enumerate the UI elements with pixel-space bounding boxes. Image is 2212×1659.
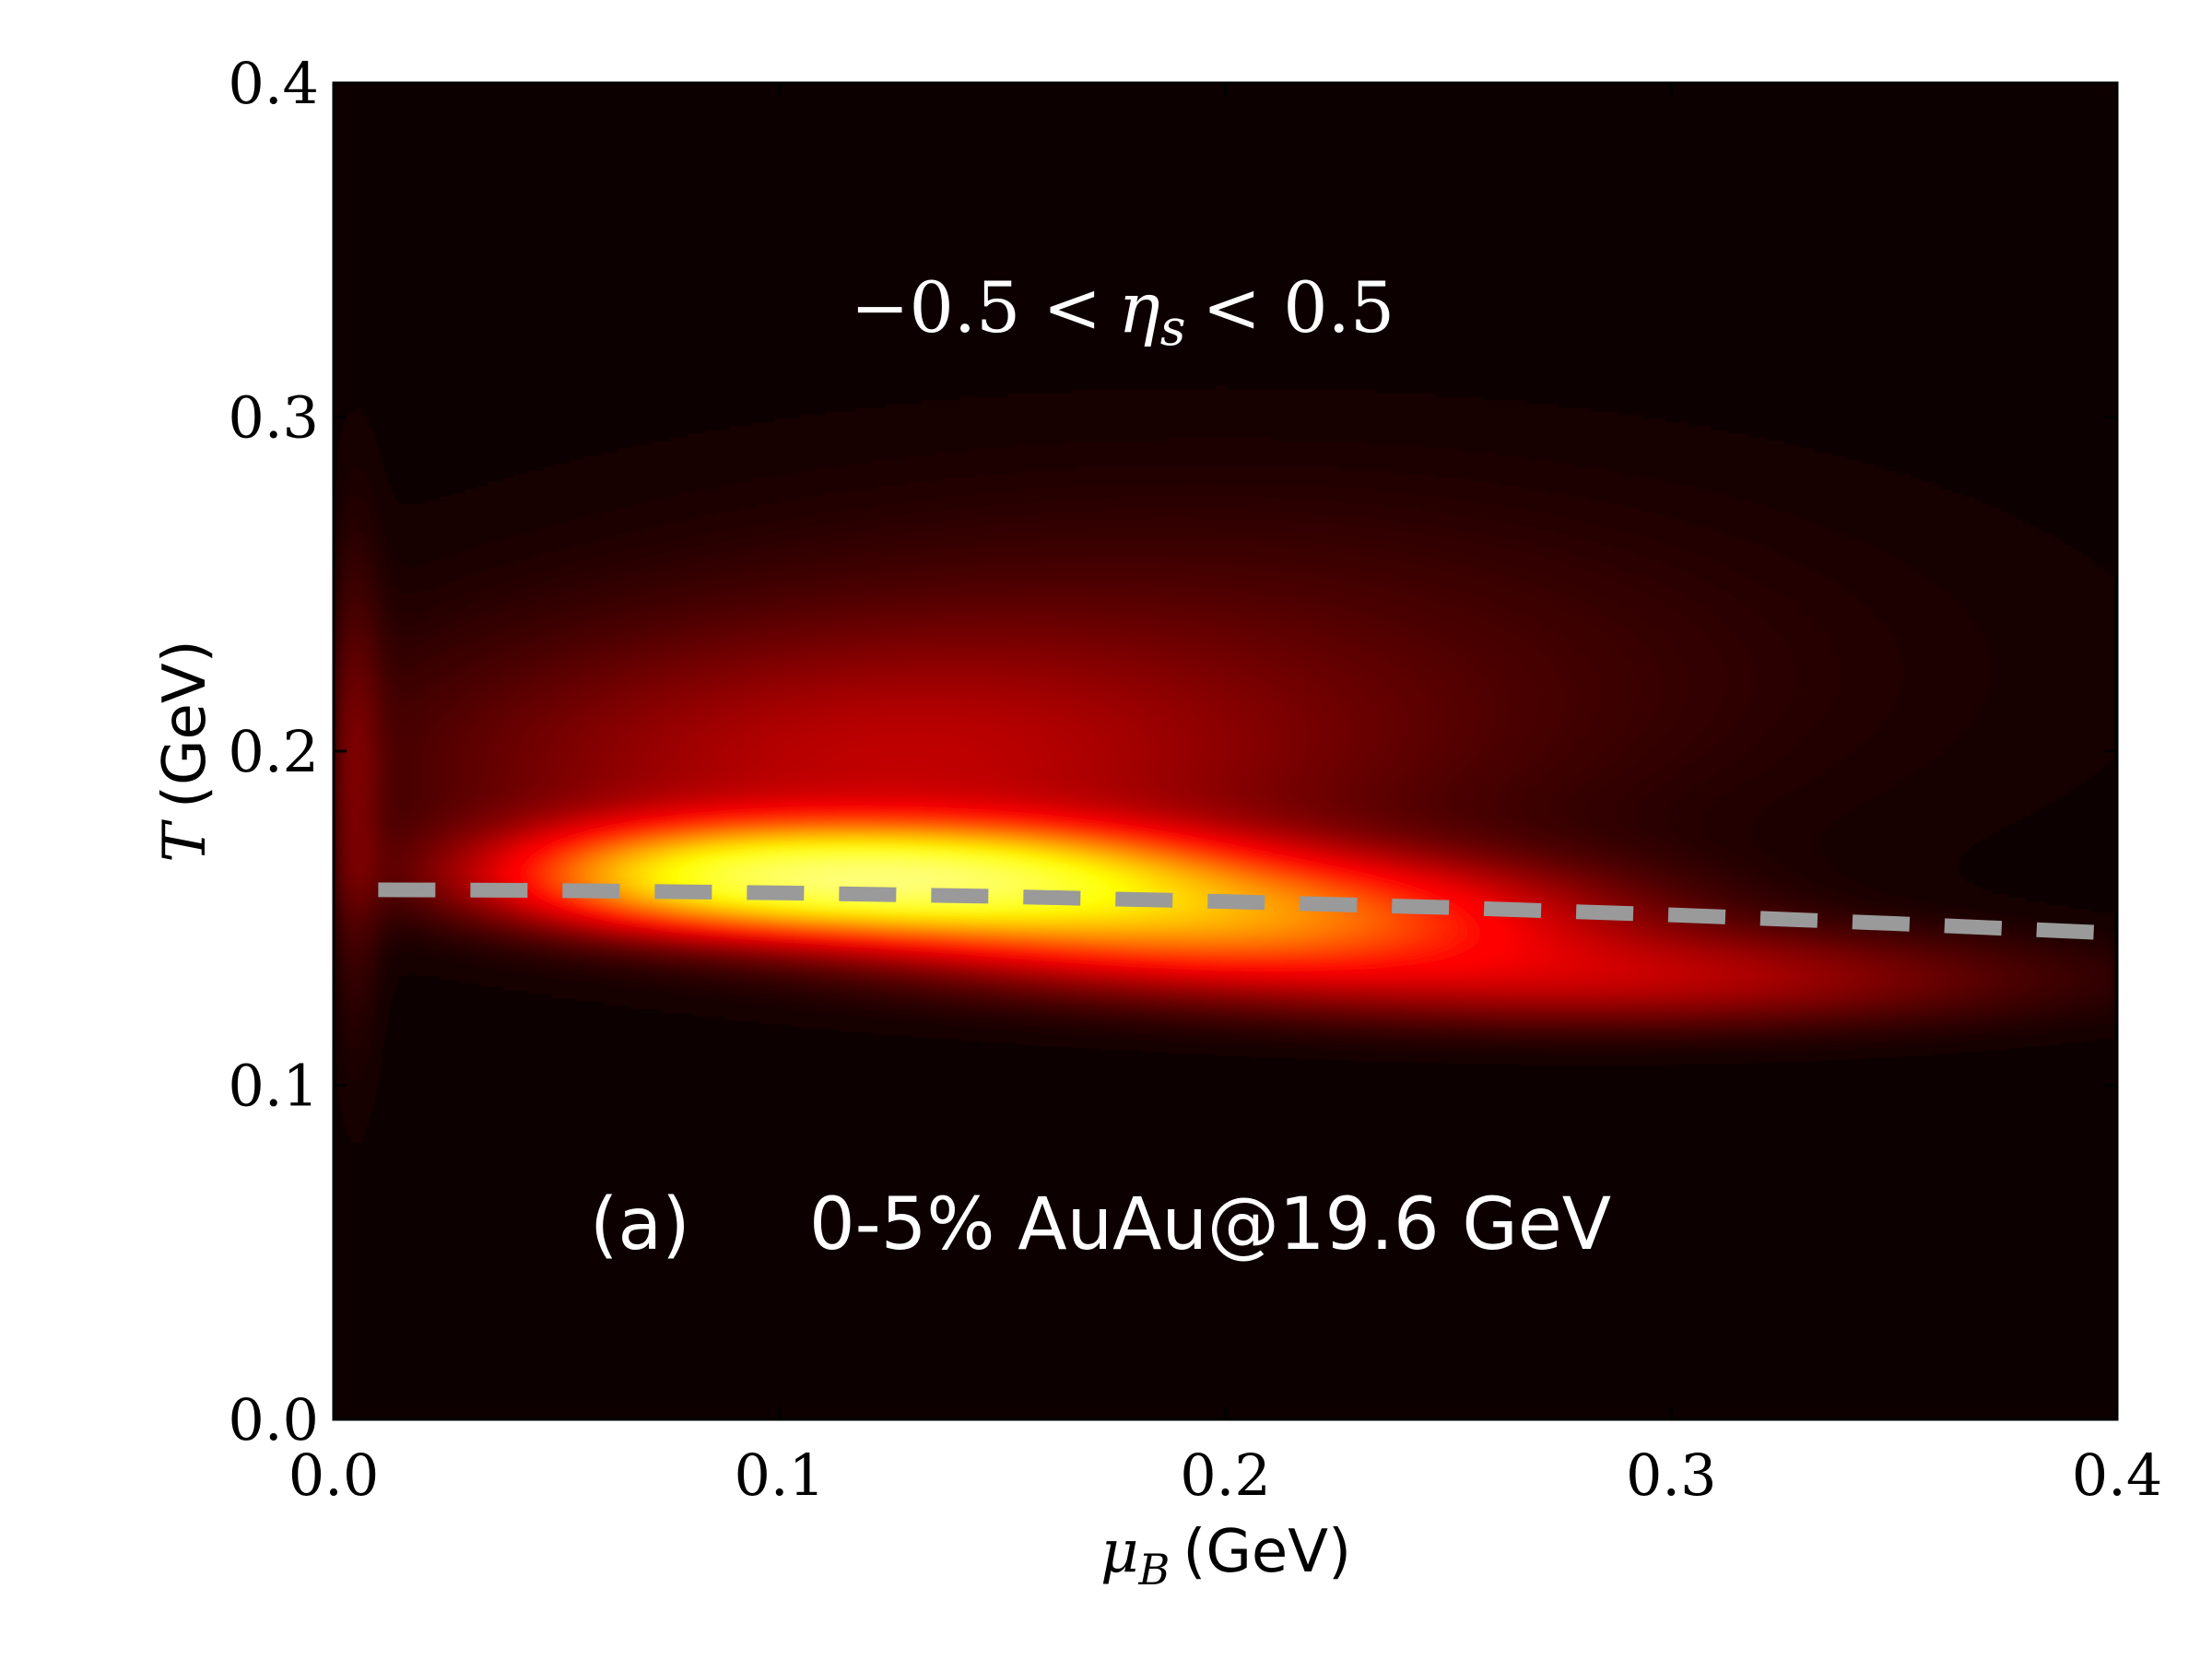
y-axis: 0.0 0.1 0.2 0.3 0.4 (228, 50, 2117, 1453)
y-tick-label: 0.4 (228, 50, 319, 117)
y-tick-label: 0.0 (228, 1386, 319, 1453)
series-layer (378, 882, 2117, 941)
y-tick-label: 0.1 (228, 1053, 319, 1120)
system-annotation: 0-5% AuAu@19.6 GeV (809, 1183, 1611, 1266)
x-tick-label: 0.2 (1180, 1441, 1271, 1509)
x-tick-label: 0.4 (2072, 1441, 2163, 1509)
y-tick-label: 0.3 (228, 384, 319, 452)
y-tick-label: 0.2 (228, 718, 319, 785)
y-axis-label: T(GeV) (151, 640, 219, 862)
x-axis-label: μB (GeV) (1100, 1518, 1351, 1594)
eta-range-annotation: −0.5 < ηs < 0.5 (851, 266, 1394, 357)
heatmap-image (334, 83, 2117, 1419)
x-tick-label: 0.1 (734, 1441, 825, 1509)
x-tick-label: 0.0 (288, 1441, 380, 1509)
x-tick-label: 0.3 (1626, 1441, 1717, 1509)
panel-label: (a) (590, 1183, 690, 1266)
x-axis: 0.0 0.1 0.2 0.3 0.4 (288, 83, 2163, 1509)
crossover-dashed-line (378, 882, 2117, 941)
